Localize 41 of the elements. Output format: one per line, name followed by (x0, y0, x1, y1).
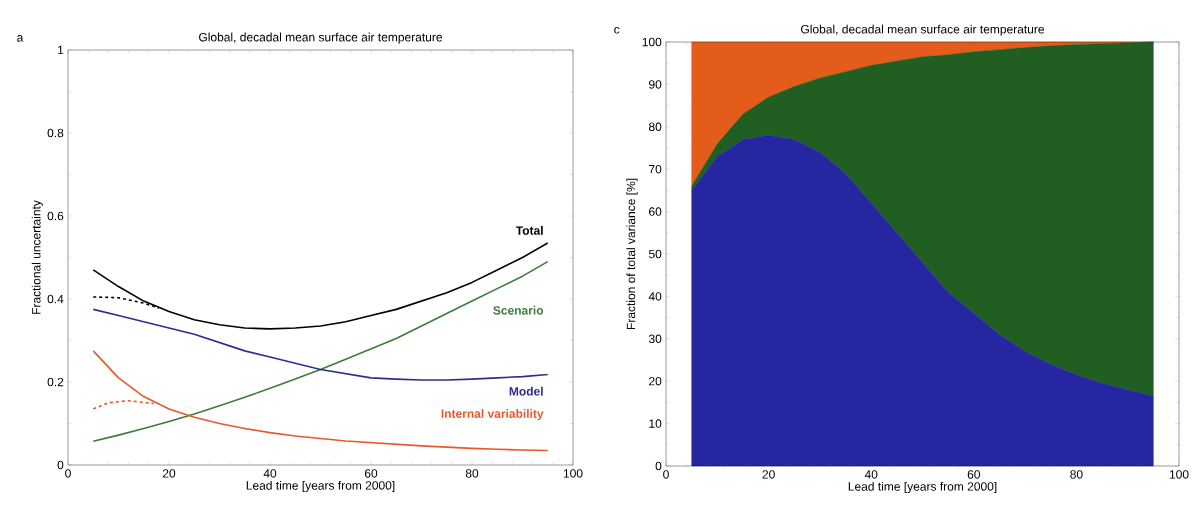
text: a (17, 35, 24, 42)
y-tick-label: 30 (648, 334, 662, 344)
y-axis-title: Fractional uncertainty (31, 200, 43, 314)
x-tick-label: 20 (762, 470, 775, 479)
x-tick-label: 60 (364, 469, 378, 478)
y-tick-label: 10 (649, 419, 662, 428)
y-tick-label: 20 (649, 376, 662, 386)
x-axis-title: Lead time [years from 2000] (246, 480, 395, 493)
y-tick-label: 0 (655, 461, 662, 471)
y-tick-label: 0.6 (47, 211, 64, 221)
series-label: Model (509, 386, 543, 396)
series-label: Scenario (493, 305, 544, 315)
text: Internal variability (441, 409, 544, 421)
series-label: Total (515, 225, 543, 235)
x-tick-label: 20 (162, 469, 176, 478)
x-tick-label: 40 (263, 469, 277, 478)
y-tick-label: 90 (649, 80, 662, 89)
x-tick-label: 60 (967, 470, 981, 479)
x-tick-label: 0 (65, 469, 71, 478)
chart-title: Global, decadal mean surface air temperature (801, 24, 1044, 36)
y-tick-label: 0.2 (47, 377, 64, 387)
x-tick-label: 100 (1169, 470, 1189, 479)
y-tick-label: 50 (648, 249, 662, 259)
y-tick-label: 80 (648, 122, 662, 132)
y-tick-label: 60 (649, 207, 662, 216)
y-tick-label: 40 (648, 292, 662, 301)
x-tick-label: 0 (663, 470, 669, 479)
chart-title: Global, decadal mean surface air temperature (199, 32, 442, 44)
y-tick-label: 1 (58, 45, 64, 55)
y-tick-label: 100 (642, 37, 662, 47)
x-tick-label: 100 (563, 469, 583, 478)
x-tick-label: 80 (1070, 470, 1083, 479)
y-axis-title: Fraction of total variance [%] (626, 178, 638, 330)
x-tick-label: 80 (465, 469, 479, 478)
text: c (614, 27, 620, 34)
x-axis-title: Lead time [years from 2000] (848, 481, 997, 494)
y-tick-label: 0.8 (47, 128, 64, 138)
y-tick-label: 0 (57, 460, 64, 470)
y-tick-label: 0.4 (47, 294, 64, 304)
y-tick-label: 70 (649, 164, 662, 174)
x-tick-label: 40 (864, 470, 878, 479)
